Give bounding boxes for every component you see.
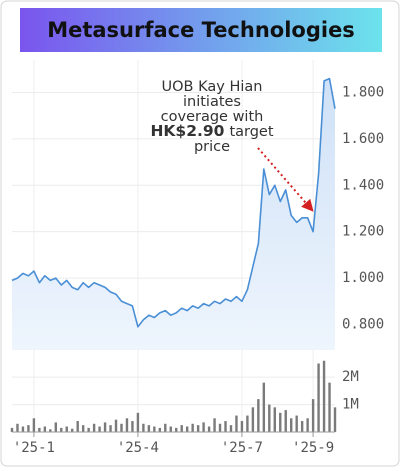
volume-bar xyxy=(224,421,227,432)
volume-bar xyxy=(218,423,222,432)
annotation-bold: HK$2.90 xyxy=(150,122,224,140)
x-tick-label: '25-1 xyxy=(13,440,55,456)
volume-bar xyxy=(76,421,79,432)
volume-bar xyxy=(284,410,287,432)
volume-bar xyxy=(273,407,276,432)
y-tick-label: 0.800 xyxy=(342,316,384,332)
volume-bar xyxy=(240,421,244,432)
volume-bar xyxy=(207,426,211,432)
annotation-line: coverage with xyxy=(161,109,264,125)
volume-bar xyxy=(322,360,326,432)
volume-bar xyxy=(306,418,309,432)
volume-bar xyxy=(213,418,216,432)
volume-bar xyxy=(153,426,156,432)
y-tick-label: 2M xyxy=(342,369,359,385)
volume-bar xyxy=(169,426,172,432)
volume-bar xyxy=(60,427,63,432)
volume-bar xyxy=(65,426,68,432)
volume-bar xyxy=(333,407,337,432)
title-banner xyxy=(20,8,382,52)
annotation-line: initiates xyxy=(183,94,241,110)
x-tick-label: '25-9 xyxy=(292,440,334,456)
y-tick-label: 1.400 xyxy=(342,177,384,193)
x-tick-label: '25-4 xyxy=(117,440,159,456)
volume-bar xyxy=(175,427,178,432)
volume-bar xyxy=(81,425,85,432)
volume-bar xyxy=(235,415,238,432)
plot-area: '25-1 '25-4 '25-7 '25-9 0.800 1.000 1.200 1.400… xyxy=(10,60,384,456)
volume-bar xyxy=(32,418,36,432)
volume-bar xyxy=(10,427,14,432)
volume-bar xyxy=(54,422,57,432)
y-tick-label: 1.600 xyxy=(342,131,384,147)
volume-bar xyxy=(317,363,320,432)
y-tick-label: 1.200 xyxy=(342,224,384,240)
volume-bar xyxy=(180,425,183,432)
volume-bar xyxy=(251,407,255,432)
volume-bar xyxy=(257,399,260,432)
volume-bar xyxy=(229,425,233,432)
volume-bar xyxy=(196,425,200,432)
price-line xyxy=(11,77,336,328)
volume-bar xyxy=(21,426,25,432)
volume-bar xyxy=(158,427,162,432)
volume-bar xyxy=(71,428,74,432)
volume-bar xyxy=(300,421,304,432)
volume-bar xyxy=(87,427,90,432)
volume-bar xyxy=(295,415,298,432)
volume-bar xyxy=(311,399,315,432)
volume-bar xyxy=(131,421,134,432)
volume-bar xyxy=(164,423,167,432)
volume-bar xyxy=(120,423,123,432)
volume-bar xyxy=(279,412,282,432)
annotation-arrow xyxy=(257,147,314,212)
volume-bar xyxy=(290,418,293,432)
volume-bar xyxy=(142,423,145,432)
volume-bar xyxy=(109,425,112,432)
annotation-text: target xyxy=(229,124,273,140)
volume-bar xyxy=(246,415,249,432)
volume-bar xyxy=(16,423,19,432)
y-tick-label: 1M xyxy=(342,397,359,413)
volume-bar xyxy=(136,412,140,432)
y-tick-label: 1.000 xyxy=(342,270,384,286)
volume-bar xyxy=(268,404,271,432)
volume-bar xyxy=(114,419,118,432)
annotation: UOB Kay Hian initiates coverage with HK$… xyxy=(150,79,273,155)
annotation-line: UOB Kay Hian xyxy=(162,79,263,95)
annotation-line: HK$2.90 target xyxy=(150,122,273,140)
volume-bar xyxy=(125,418,129,432)
volume-bar xyxy=(49,429,52,432)
x-tick-label: '25-7 xyxy=(221,440,263,456)
annotation-line: price xyxy=(194,139,230,155)
volume-bar xyxy=(92,423,96,432)
volume-bar xyxy=(262,382,266,432)
y-tick-label: 1.800 xyxy=(342,84,384,100)
volume-bar xyxy=(43,426,47,432)
volume-bar xyxy=(328,382,331,432)
chart-title: Metasurface Technologies xyxy=(47,18,355,42)
price-area xyxy=(12,78,335,350)
volume-bar xyxy=(38,427,41,432)
volume-bar xyxy=(103,422,107,432)
volume-bar xyxy=(185,426,189,432)
volume-bar xyxy=(98,426,101,432)
volume-bar xyxy=(191,423,194,432)
volume-bar xyxy=(27,425,30,432)
volume-bar xyxy=(202,422,205,432)
volume-bar xyxy=(147,425,151,432)
